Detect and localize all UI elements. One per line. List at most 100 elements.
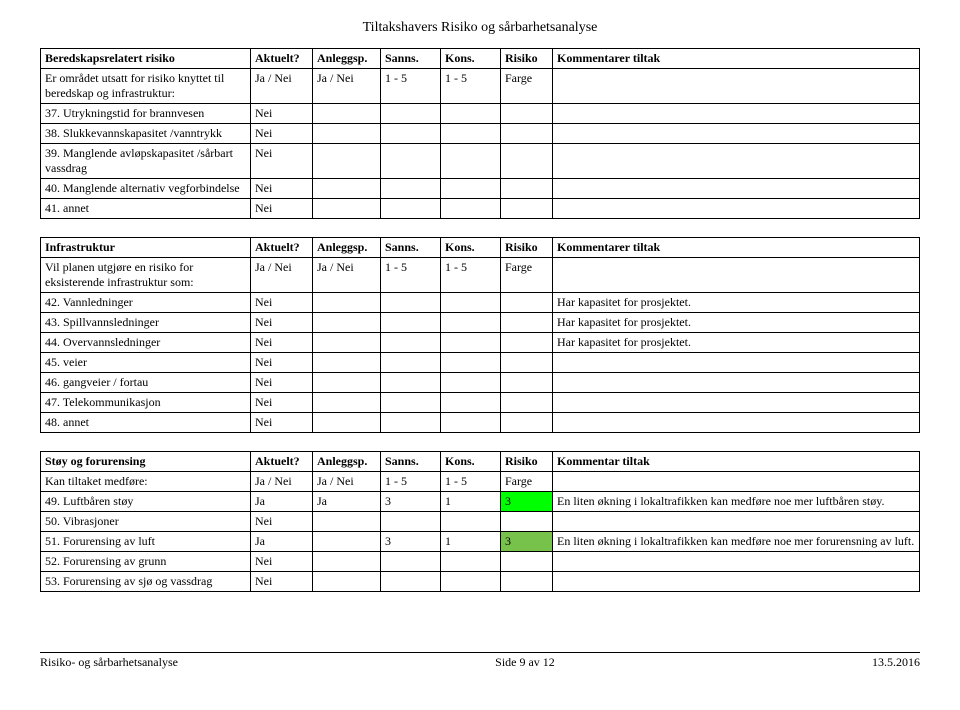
- col-header-sanns: Sanns.: [381, 452, 441, 472]
- cell-kons: [441, 179, 501, 199]
- subheader-label: Er området utsatt for risiko knyttet til…: [41, 69, 251, 104]
- cell-anleggsp: [313, 393, 381, 413]
- table-row: 37. Utrykningstid for brannvesenNei: [41, 104, 920, 124]
- cell-risiko: [501, 393, 553, 413]
- table-row: 39. Manglende avløpskapasitet /sårbart v…: [41, 144, 920, 179]
- footer-right: 13.5.2016: [872, 655, 920, 670]
- cell-aktuelt: Nei: [251, 199, 313, 219]
- cell-sanns: 3: [381, 492, 441, 512]
- cell-aktuelt: Nei: [251, 393, 313, 413]
- cell-sanns: [381, 512, 441, 532]
- subheader-sanns: 1 ­- 5: [381, 69, 441, 104]
- subheader-aktuelt: Ja / Nei: [251, 258, 313, 293]
- cell-anleggsp: [313, 512, 381, 532]
- table-row: 40. Manglende alternativ vegforbindelseN…: [41, 179, 920, 199]
- cell-kons: [441, 413, 501, 433]
- col-header-anleggsp: Anleggsp.: [313, 49, 381, 69]
- cell-risiko: [501, 124, 553, 144]
- col-header-title: Beredskapsrelatert risiko: [41, 49, 251, 69]
- cell-label: 44. Overvannsledninger: [41, 333, 251, 353]
- subheader-risiko: Farge: [501, 69, 553, 104]
- subheader-anleggsp: Ja / Nei: [313, 472, 381, 492]
- cell-risiko: [501, 572, 553, 592]
- cell-label: 37. Utrykningstid for brannvesen: [41, 104, 251, 124]
- col-header-kons: Kons.: [441, 238, 501, 258]
- subheader-anleggsp: Ja / Nei: [313, 69, 381, 104]
- cell-kons: [441, 512, 501, 532]
- cell-kons: [441, 393, 501, 413]
- cell-label: 49. Luftbåren støy: [41, 492, 251, 512]
- cell-risiko: [501, 104, 553, 124]
- cell-anleggsp: [313, 144, 381, 179]
- cell-kommentar: En liten økning i lokaltrafikken kan med…: [553, 532, 920, 552]
- cell-risiko: [501, 353, 553, 373]
- cell-anleggsp: [313, 313, 381, 333]
- cell-sanns: [381, 199, 441, 219]
- table-subheader-row: Kan tiltaket medføre: Ja / Nei Ja / Nei …: [41, 472, 920, 492]
- cell-kommentar: Har kapasitet for prosjektet.: [553, 293, 920, 313]
- cell-kommentar: [553, 199, 920, 219]
- cell-anleggsp: [313, 532, 381, 552]
- cell-aktuelt: Nei: [251, 353, 313, 373]
- cell-risiko: [501, 552, 553, 572]
- col-header-aktuelt: Aktuelt?: [251, 238, 313, 258]
- table-row: 38. Slukkevannskapasitet /vanntrykkNei: [41, 124, 920, 144]
- cell-label: 38. Slukkevannskapasitet /vanntrykk: [41, 124, 251, 144]
- cell-anleggsp: [313, 293, 381, 313]
- cell-sanns: [381, 313, 441, 333]
- cell-kommentar: [553, 144, 920, 179]
- cell-aktuelt: Nei: [251, 552, 313, 572]
- cell-risiko: [501, 293, 553, 313]
- col-header-risiko: Risiko: [501, 238, 553, 258]
- cell-kons: [441, 313, 501, 333]
- col-header-sanns: Sanns.: [381, 49, 441, 69]
- cell-kons: [441, 144, 501, 179]
- cell-sanns: [381, 353, 441, 373]
- col-header-kommentarer: Kommentarer tiltak: [553, 49, 920, 69]
- cell-risiko: [501, 313, 553, 333]
- cell-anleggsp: [313, 353, 381, 373]
- cell-label: 39. Manglende avløpskapasitet /sårbart v…: [41, 144, 251, 179]
- footer-left: Risiko- og sårbarhetsanalyse: [40, 655, 178, 670]
- subheader-sanns: 1 ­- 5: [381, 472, 441, 492]
- cell-aktuelt: Nei: [251, 313, 313, 333]
- cell-kons: [441, 552, 501, 572]
- cell-anleggsp: [313, 333, 381, 353]
- table-row: 53. Forurensing av sjø og vassdragNei: [41, 572, 920, 592]
- cell-risiko: [501, 413, 553, 433]
- col-header-kons: Kons.: [441, 452, 501, 472]
- table-header-row: Støy og forurensing Aktuelt? Anleggsp. S…: [41, 452, 920, 472]
- table-header-row: Infrastruktur Aktuelt? Anleggsp. Sanns. …: [41, 238, 920, 258]
- cell-aktuelt: Ja: [251, 492, 313, 512]
- cell-label: 45. veier: [41, 353, 251, 373]
- subheader-kons: 1 ­- 5: [441, 472, 501, 492]
- subheader-aktuelt: Ja / Nei: [251, 472, 313, 492]
- cell-label: 48. annet: [41, 413, 251, 433]
- cell-risiko: [501, 512, 553, 532]
- col-header-kons: Kons.: [441, 49, 501, 69]
- cell-aktuelt: Nei: [251, 572, 313, 592]
- cell-anleggsp: [313, 413, 381, 433]
- table-header-row: Beredskapsrelatert risiko Aktuelt? Anleg…: [41, 49, 920, 69]
- cell-kons: [441, 104, 501, 124]
- col-header-risiko: Risiko: [501, 49, 553, 69]
- table-row: 47. TelekommunikasjonNei: [41, 393, 920, 413]
- cell-sanns: [381, 373, 441, 393]
- subheader-sanns: 1 ­- 5: [381, 258, 441, 293]
- cell-kommentar: [553, 353, 920, 373]
- cell-kommentar: [553, 104, 920, 124]
- table-infrastruktur: Infrastruktur Aktuelt? Anleggsp. Sanns. …: [40, 237, 920, 433]
- cell-anleggsp: [313, 552, 381, 572]
- cell-anleggsp: [313, 373, 381, 393]
- subheader-risiko: Farge: [501, 258, 553, 293]
- table-subheader-row: Vil planen utgjøre en risiko for eksiste…: [41, 258, 920, 293]
- cell-aktuelt: Nei: [251, 512, 313, 532]
- cell-aktuelt: Nei: [251, 373, 313, 393]
- cell-kommentar: [553, 124, 920, 144]
- cell-kommentar: [553, 413, 920, 433]
- cell-label: 52. Forurensing av grunn: [41, 552, 251, 572]
- cell-anleggsp: Ja: [313, 492, 381, 512]
- table-row: 51. Forurensing av luftJa313En liten økn…: [41, 532, 920, 552]
- cell-risiko: [501, 373, 553, 393]
- cell-risiko: 3: [501, 532, 553, 552]
